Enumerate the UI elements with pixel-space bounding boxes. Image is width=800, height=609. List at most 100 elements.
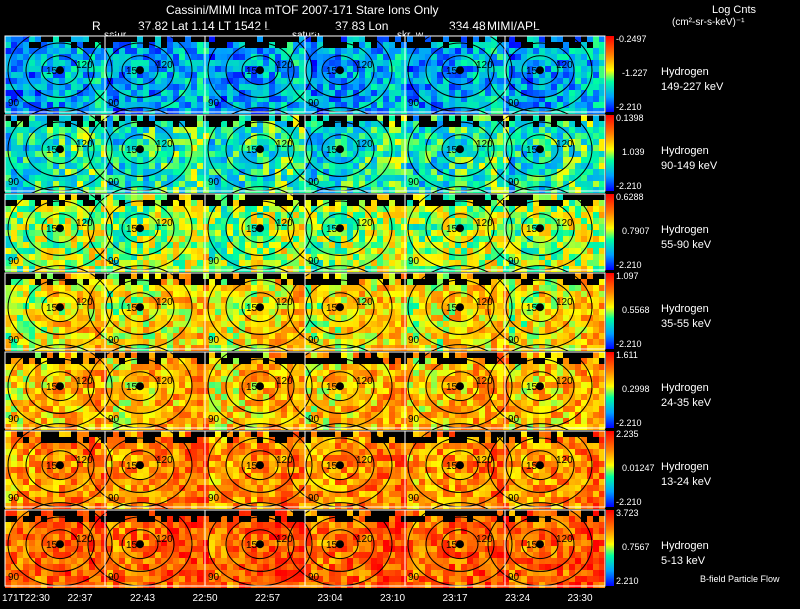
heat-cell <box>365 163 371 169</box>
heat-cell <box>443 169 449 175</box>
heat-cell <box>257 321 263 327</box>
heat-cell <box>353 285 359 291</box>
heat-cell <box>563 206 569 212</box>
heat-cell <box>23 285 29 291</box>
heat-cell <box>515 84 521 90</box>
heat-cell <box>191 254 197 260</box>
heat-cell <box>563 230 569 236</box>
heat-cell <box>371 157 377 163</box>
heat-cell <box>305 291 311 297</box>
heat-cell <box>341 115 347 121</box>
heat-cell <box>47 163 53 169</box>
heat-cell <box>431 309 437 315</box>
heat-cell <box>443 157 449 163</box>
heat-cell <box>233 212 239 218</box>
heat-cell <box>335 96 341 102</box>
heat-cell <box>35 78 41 84</box>
heat-cell <box>287 90 293 96</box>
heat-cell <box>509 169 515 175</box>
contour-label: 120 <box>556 60 573 71</box>
heat-cell <box>125 66 131 72</box>
heat-cell <box>29 108 35 114</box>
heat-cell <box>329 218 335 224</box>
heat-cell <box>581 175 587 181</box>
heat-cell <box>41 194 47 200</box>
heat-cell <box>365 242 371 248</box>
heat-cell <box>527 66 533 72</box>
heat-cell <box>35 218 41 224</box>
heat-cell <box>533 163 539 169</box>
heat-cell <box>239 115 245 121</box>
heat-cell <box>467 102 473 108</box>
heat-cell <box>197 297 203 303</box>
heat-cell <box>419 78 425 84</box>
heat-cell <box>173 187 179 193</box>
heat-cell <box>437 169 443 175</box>
heat-cell <box>449 181 455 187</box>
heat-cell <box>47 339 53 345</box>
heat-cell <box>155 194 161 200</box>
heat-cell <box>563 248 569 254</box>
heat-cell <box>11 84 17 90</box>
heat-cell <box>173 206 179 212</box>
heat-cell <box>101 236 107 242</box>
heat-cell <box>17 157 23 163</box>
heat-cell <box>401 157 407 163</box>
heat-cell <box>353 212 359 218</box>
heat-cell <box>593 133 599 139</box>
heat-cell <box>437 90 443 96</box>
heat-cell <box>209 181 215 187</box>
heat-cell <box>179 248 185 254</box>
heat-cell <box>401 230 407 236</box>
heat-cell <box>197 84 203 90</box>
heat-cell <box>551 60 557 66</box>
heat-cell <box>299 169 305 175</box>
heat-cell <box>287 151 293 157</box>
heat-cell <box>329 102 335 108</box>
heat-cell <box>281 157 287 163</box>
heat-cell <box>137 254 143 260</box>
heat-cell <box>305 48 311 54</box>
heat-cell <box>161 273 167 279</box>
heat-cell <box>275 242 281 248</box>
heat-cell <box>173 151 179 157</box>
heat-cell <box>539 181 545 187</box>
heat-cell <box>101 242 107 248</box>
center-marker <box>536 145 544 154</box>
heat-cell <box>533 248 539 254</box>
heat-cell <box>491 60 497 66</box>
heat-cell <box>461 200 467 206</box>
heat-cell <box>131 297 137 303</box>
heat-cell <box>503 96 509 102</box>
heat-cell <box>149 54 155 60</box>
heat-cell <box>551 157 557 163</box>
heat-cell <box>239 102 245 108</box>
heat-cell <box>293 212 299 218</box>
heat-cell <box>281 175 287 181</box>
heat-cell <box>107 273 113 279</box>
heat-cell <box>65 248 71 254</box>
heat-cell <box>311 175 317 181</box>
heat-cell <box>263 206 269 212</box>
heat-cell <box>275 115 281 121</box>
heat-cell <box>365 309 371 315</box>
heat-cell <box>29 163 35 169</box>
heat-cell <box>521 78 527 84</box>
heat-cell <box>17 60 23 66</box>
heat-cell <box>227 48 233 54</box>
heat-cell <box>131 273 137 279</box>
heat-cell <box>131 42 137 48</box>
heat-cell <box>377 266 383 272</box>
heat-cell <box>71 115 77 121</box>
heat-cell <box>305 279 311 285</box>
heat-cell <box>551 90 557 96</box>
heat-cell <box>299 194 305 200</box>
heat-cell <box>239 127 245 133</box>
heat-cell <box>359 315 365 321</box>
heat-cell <box>101 230 107 236</box>
heat-cell <box>233 121 239 127</box>
heat-cell <box>119 54 125 60</box>
heat-cell <box>179 273 185 279</box>
heat-cell <box>143 139 149 145</box>
heat-cell <box>401 66 407 72</box>
